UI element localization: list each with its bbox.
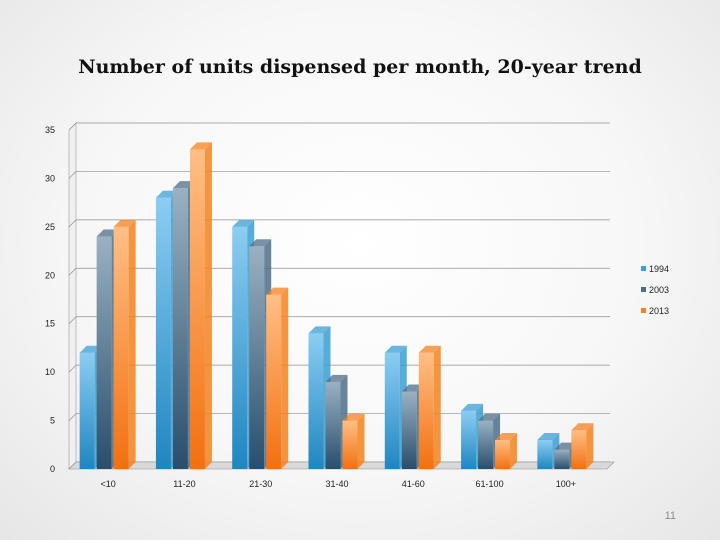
bar [266, 287, 289, 469]
bar-top [325, 374, 348, 382]
gridline-side [68, 219, 77, 228]
bar-top [79, 345, 102, 353]
x-tick-label: 11-20 [173, 479, 195, 489]
bar [189, 142, 212, 469]
bar-front [232, 226, 248, 469]
bar-front [189, 149, 205, 469]
bar-top [401, 384, 424, 392]
bar-top [537, 432, 560, 440]
bar-front [461, 410, 477, 469]
bar-front [401, 391, 417, 469]
bar-side [586, 423, 594, 469]
chart-title: Number of units dispensed per month, 20-… [78, 56, 642, 78]
legend-swatch [641, 266, 646, 271]
bar-top [113, 219, 136, 227]
bar-front [113, 226, 129, 469]
bar-top [172, 181, 195, 189]
y-tick-label: 15 [45, 319, 55, 329]
bar-top [189, 142, 212, 150]
bar [418, 345, 441, 469]
bar-top [96, 229, 119, 237]
gridline-side [68, 122, 77, 131]
bar-top [232, 219, 255, 227]
bar-side [281, 287, 289, 469]
bar [308, 326, 331, 469]
bar-top [155, 190, 178, 198]
y-tick-label: 25 [45, 222, 55, 232]
bar-front [554, 449, 570, 469]
x-tick-label: 21-30 [249, 479, 272, 489]
bar-side [204, 142, 212, 469]
bar-top [478, 413, 501, 421]
x-tick-label: 41-60 [402, 479, 425, 489]
bar-side [510, 432, 518, 469]
bar-top [495, 432, 518, 440]
bar-front [571, 430, 587, 469]
bar-top [249, 239, 272, 247]
bar-front [266, 294, 282, 469]
x-tick-label: 61-100 [476, 479, 504, 489]
legend-swatch [641, 308, 646, 313]
bar-top [554, 442, 577, 450]
bar-front [537, 439, 553, 469]
bar-front [495, 439, 511, 469]
bar-top [308, 326, 331, 334]
bar-front [308, 333, 324, 469]
bar-front [172, 188, 188, 469]
bar-front [155, 197, 171, 470]
gridline-side [68, 316, 77, 324]
bar [342, 413, 365, 469]
bar [571, 423, 594, 469]
bar-front [384, 352, 400, 469]
gridline-side [68, 413, 77, 421]
x-tick-label: <10 [101, 479, 116, 489]
bar [495, 432, 518, 469]
slide-number: 11 [664, 510, 676, 522]
legend-label: 2013 [649, 306, 669, 316]
bar-top [571, 423, 594, 431]
y-tick-label: 5 [50, 416, 55, 426]
bar-side [128, 219, 136, 469]
y-tick-label: 20 [45, 270, 55, 280]
legend-label: 1994 [649, 264, 669, 274]
legend-label: 2003 [649, 285, 669, 295]
x-tick-label: 31-40 [325, 479, 348, 489]
bar-front [478, 420, 494, 469]
y-tick-label: 0 [50, 464, 55, 474]
bar-front [325, 381, 341, 469]
bar-front [342, 420, 358, 469]
bar-front [79, 352, 95, 469]
bar-side [357, 413, 365, 469]
bar-front [249, 246, 265, 469]
gridline-side [68, 171, 77, 179]
y-tick-label: 35 [45, 125, 55, 135]
bar-top [418, 345, 441, 353]
bar-side [433, 345, 441, 469]
bar-front [418, 352, 434, 469]
bar-top [342, 413, 365, 421]
bar-front [96, 236, 112, 469]
bar-top [384, 345, 407, 353]
gridline-side [68, 268, 77, 276]
bar-top [266, 287, 289, 295]
legend-swatch [641, 287, 646, 292]
bar-top [461, 403, 484, 411]
x-tick-label: 100+ [556, 479, 576, 489]
y-tick-label: 30 [45, 173, 55, 183]
bar [113, 219, 136, 469]
gridline-side [68, 364, 77, 373]
y-tick-label: 10 [45, 367, 55, 377]
